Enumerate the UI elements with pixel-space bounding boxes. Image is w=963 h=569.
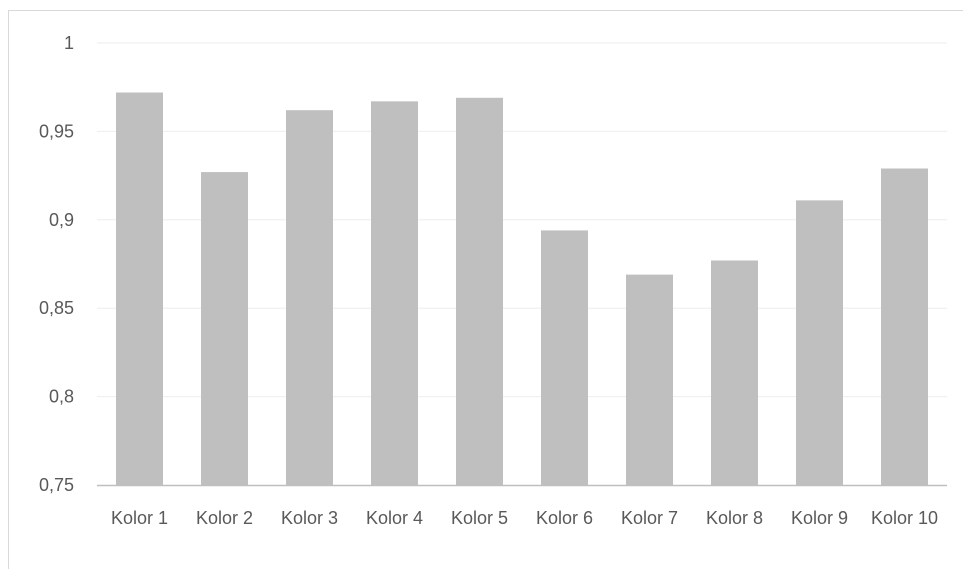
x-tick-label: Kolor 3 bbox=[281, 508, 338, 528]
bar bbox=[116, 92, 163, 485]
y-tick-label: 0,9 bbox=[49, 210, 74, 230]
y-tick-label: 0,85 bbox=[39, 298, 74, 318]
x-tick-label: Kolor 4 bbox=[366, 508, 423, 528]
x-tick-label: Kolor 7 bbox=[621, 508, 678, 528]
x-tick-label: Kolor 6 bbox=[536, 508, 593, 528]
bar bbox=[201, 172, 248, 485]
y-tick-label: 0,95 bbox=[39, 121, 74, 141]
x-tick-labels: Kolor 1 Kolor 2 Kolor 3 Kolor 4 Kolor 5 Kolor… bbox=[111, 508, 938, 528]
x-tick-label: Kolor 10 bbox=[871, 508, 938, 528]
bar bbox=[371, 101, 418, 486]
x-tick-label: Kolor 2 bbox=[196, 508, 253, 528]
bars bbox=[116, 92, 928, 486]
x-tick-label: Kolor 8 bbox=[706, 508, 763, 528]
bar bbox=[881, 168, 928, 485]
y-tick-label: 1 bbox=[64, 33, 74, 53]
x-tick-label: Kolor 1 bbox=[111, 508, 168, 528]
bar bbox=[456, 97, 503, 486]
x-tick-label: Kolor 5 bbox=[451, 508, 508, 528]
bar bbox=[711, 260, 758, 485]
bar bbox=[796, 200, 843, 486]
bar bbox=[286, 110, 333, 486]
y-tick-label: 0,8 bbox=[49, 387, 74, 407]
bar bbox=[626, 274, 673, 485]
chart-frame bbox=[8, 10, 963, 569]
x-tick-label: Kolor 9 bbox=[791, 508, 848, 528]
y-tick-labels: 0,75 0,8 0,85 0,9 0,95 1 bbox=[39, 33, 74, 495]
bar bbox=[541, 230, 588, 485]
y-tick-label: 0,75 bbox=[39, 475, 74, 495]
